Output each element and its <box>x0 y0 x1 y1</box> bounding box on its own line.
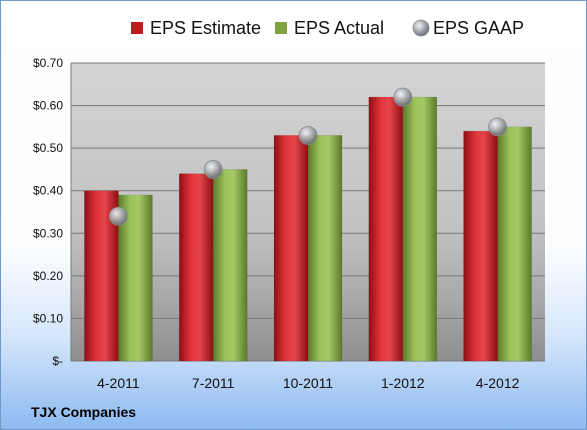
legend-label: EPS Actual <box>294 18 384 38</box>
company-caption: TJX Companies <box>31 404 136 420</box>
x-tick-label: 1-2012 <box>381 375 425 391</box>
y-tick-label: $0.20 <box>33 269 63 283</box>
x-tick-label: 10-2011 <box>283 375 334 391</box>
bar-eps-estimate <box>463 130 498 362</box>
legend-eps-actual: EPS Actual <box>275 18 384 38</box>
x-tick-label: 7-2011 <box>192 375 235 391</box>
legend-eps-gaap: EPS GAAP <box>412 18 524 38</box>
legend-label: EPS GAAP <box>433 18 524 38</box>
legend-swatch <box>131 22 143 34</box>
point-eps-gaap <box>488 117 508 137</box>
legend-swatch <box>275 22 287 34</box>
bar-eps-actual <box>212 169 248 362</box>
point-eps-gaap <box>298 125 318 145</box>
point-eps-gaap <box>109 206 128 226</box>
bar-eps-estimate <box>368 96 404 362</box>
bar-eps-actual <box>497 126 532 362</box>
y-tick-label: $- <box>52 354 63 368</box>
y-tick-label: $0.30 <box>33 226 63 240</box>
x-tick-label: 4-2011 <box>97 375 140 391</box>
bar-eps-actual <box>307 135 343 362</box>
y-tick-label: $0.60 <box>33 99 63 113</box>
y-tick-label: $0.10 <box>33 311 63 325</box>
y-tick-label: $0.70 <box>33 56 63 70</box>
x-tick-label: 4-2012 <box>476 375 520 391</box>
point-eps-gaap <box>203 160 223 179</box>
bar-eps-actual <box>402 96 438 362</box>
legend-swatch <box>412 19 430 37</box>
y-tick-label: $0.40 <box>33 184 63 198</box>
point-eps-gaap <box>393 87 413 107</box>
legend-eps-estimate: EPS Estimate <box>131 18 261 38</box>
y-tick-label: $0.50 <box>33 141 63 155</box>
bar-eps-estimate <box>273 135 309 362</box>
legend-label: EPS Estimate <box>150 18 261 38</box>
bar-eps-estimate <box>178 173 214 362</box>
